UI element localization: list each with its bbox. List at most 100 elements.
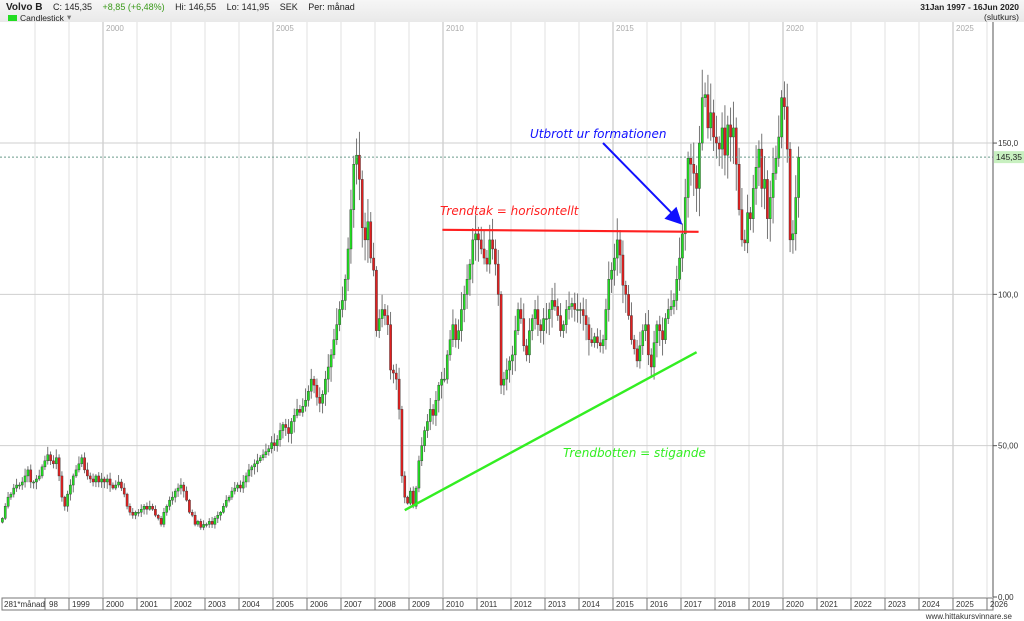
candle-up (307, 391, 310, 401)
candle-up (533, 309, 537, 319)
candle-down (88, 475, 92, 480)
candle-up (593, 336, 596, 343)
candle-up (43, 460, 47, 468)
candle-up (774, 157, 778, 174)
candle-up (655, 324, 659, 343)
x-tick-label: 2025 (956, 600, 974, 609)
x-axis-box (1, 597, 994, 611)
candle-down (111, 484, 115, 489)
candle-up (751, 188, 755, 219)
chevron-down-icon[interactable]: ▾ (66, 12, 72, 22)
candle-up (80, 457, 84, 465)
candle-up (567, 306, 571, 310)
candle-down (618, 239, 622, 256)
candle-up (275, 439, 279, 446)
x-tick-label: 2019 (752, 600, 770, 609)
candle-up (264, 451, 268, 455)
candle-up (278, 430, 282, 440)
candle-up (219, 512, 222, 516)
candle-up (241, 481, 245, 489)
candle-up (709, 112, 713, 129)
candle-down (312, 378, 316, 386)
candle-down (740, 209, 744, 241)
x-tick-label: 2003 (208, 600, 226, 609)
candle-down (692, 164, 696, 174)
candle-down (52, 460, 55, 465)
candle-down (120, 481, 123, 489)
candle-up (460, 309, 463, 331)
candle-up (420, 445, 424, 462)
candle-down (632, 339, 636, 350)
candle-down (298, 409, 302, 413)
candle-up (18, 484, 21, 487)
candle-up (341, 300, 344, 310)
candle-down (188, 499, 191, 513)
candle-up (570, 303, 574, 307)
candle-up (471, 239, 475, 265)
x-tick-label: 2014 (582, 600, 600, 609)
candle-up (301, 406, 305, 413)
candle-up (236, 484, 239, 489)
candle-up (295, 409, 299, 416)
trend-bottom-line (404, 351, 698, 512)
candle-up (94, 475, 98, 483)
candle-up (213, 518, 217, 525)
x-tick-label: 2016 (650, 600, 668, 609)
candle-down (86, 469, 89, 477)
candle-down (689, 157, 693, 165)
x-tick-label: 1999 (72, 600, 90, 609)
candle-up (6, 496, 10, 507)
candle-down (658, 324, 662, 331)
candle-down (199, 521, 203, 528)
candle-up (513, 330, 517, 356)
candle-up (530, 318, 534, 331)
candle-up (324, 378, 327, 395)
x-tick-label: 98 (49, 600, 58, 609)
candle-up (641, 330, 645, 347)
candle-up (528, 330, 531, 356)
candle-up (791, 233, 795, 241)
candle-down (397, 378, 401, 410)
candle-down (712, 112, 715, 138)
breakout-label: Utbrott ur formationen (530, 127, 666, 141)
candle-down (386, 315, 390, 325)
candle-down (49, 454, 52, 462)
x-tick-label: 2000 (106, 600, 124, 609)
last-price-label: 145,35 (996, 152, 1022, 162)
candle-up (610, 269, 613, 280)
candle-down (239, 484, 242, 489)
chart-type-selector[interactable]: Candlestick ▾ (8, 12, 71, 23)
candle-down (431, 409, 435, 416)
candle-up (137, 512, 140, 514)
candle-up (414, 487, 418, 507)
candle-up (304, 400, 307, 407)
candle-up (26, 469, 30, 477)
candle-up (179, 484, 183, 489)
candle-down (273, 442, 276, 446)
top-year-label: 2025 (956, 24, 974, 33)
candle-down (360, 179, 364, 228)
candle-down (287, 427, 290, 434)
candle-up (105, 478, 109, 483)
candle-up (576, 309, 579, 311)
x-tick-label: 2005 (276, 600, 294, 609)
candle-down (624, 285, 628, 295)
candle-up (720, 127, 724, 150)
candle-down (156, 515, 160, 519)
candle-up (117, 481, 120, 486)
candle-down (372, 257, 375, 271)
candle-down (363, 227, 367, 241)
candle-down (525, 345, 528, 356)
candle-up (440, 378, 443, 386)
candle-down (706, 94, 710, 129)
candle-up (165, 506, 169, 513)
candle-down (522, 318, 526, 347)
candle-down (182, 484, 186, 492)
candle-up (270, 442, 273, 449)
candle-up (681, 233, 684, 259)
candle-down (122, 487, 126, 495)
candle-down (647, 324, 650, 356)
candle-up (703, 94, 707, 98)
candle-up (23, 475, 27, 483)
